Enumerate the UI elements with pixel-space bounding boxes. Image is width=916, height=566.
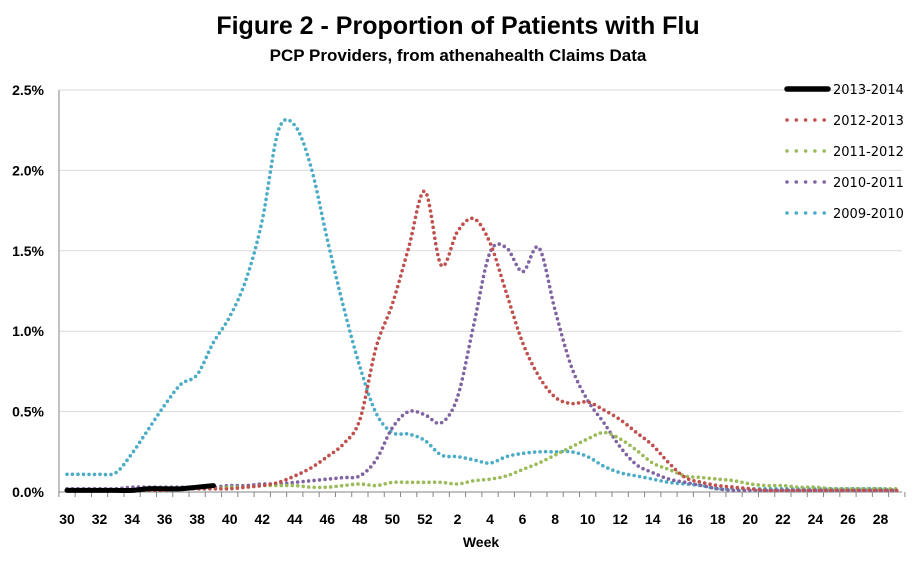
- x-tick-label: 38: [189, 511, 205, 527]
- series-line-2013-2014: [64, 483, 216, 494]
- y-tick-label: 1.0%: [12, 323, 44, 339]
- x-tick-label: 46: [320, 511, 336, 527]
- x-tick-label: 14: [645, 511, 661, 527]
- x-tick-label: 18: [710, 511, 726, 527]
- series-line-2010-2011: [65, 242, 899, 493]
- x-tick-label: 26: [840, 511, 856, 527]
- legend-label: 2011-2012: [833, 145, 904, 160]
- x-tick-label: 50: [385, 511, 401, 527]
- x-tick-label: 16: [677, 511, 693, 527]
- x-tick-label: 32: [92, 511, 108, 527]
- x-tick-label: 30: [59, 511, 75, 527]
- legend-item: 2011-2012: [785, 145, 904, 160]
- series-line-2009-2010: [65, 117, 899, 493]
- y-tick-label: 0.0%: [12, 484, 44, 500]
- legend-label: 2012-2013: [833, 114, 904, 129]
- x-tick-label: 20: [743, 511, 759, 527]
- x-axis-label: Week: [463, 534, 500, 550]
- x-tick-label: 40: [222, 511, 238, 527]
- y-tick-label: 0.5%: [12, 404, 44, 420]
- y-tick-label: 1.5%: [12, 243, 44, 259]
- x-tick-label: 4: [486, 511, 494, 527]
- legend-label: 2009-2010: [833, 207, 904, 222]
- x-tick-label: 6: [519, 511, 527, 527]
- x-tick-label: 48: [352, 511, 368, 527]
- legend-item: 2010-2011: [785, 176, 904, 191]
- legend-item: 2009-2010: [785, 207, 904, 222]
- chart-subtitle: PCP Providers, from athenahealth Claims …: [269, 46, 647, 65]
- x-tick-label: 8: [551, 511, 559, 527]
- x-tick-label: 12: [612, 511, 628, 527]
- legend-label: 2010-2011: [833, 176, 904, 191]
- x-tick-label: 34: [124, 511, 140, 527]
- legend-item: 2013-2014: [784, 83, 904, 98]
- x-tick-label: 36: [157, 511, 173, 527]
- x-tick-label: 24: [808, 511, 824, 527]
- legend-label: 2013-2014: [833, 83, 904, 98]
- chart-title: Figure 2 - Proportion of Patients with F…: [216, 12, 700, 40]
- x-tick-label: 42: [254, 511, 270, 527]
- x-tick-label: 22: [775, 511, 791, 527]
- x-tick-label: 10: [580, 511, 596, 527]
- x-tick-label: 52: [417, 511, 433, 527]
- series-line-2012-2013: [65, 189, 899, 493]
- x-tick-label: 28: [873, 511, 889, 527]
- x-tick-label: 2: [454, 511, 462, 527]
- y-tick-label: 2.0%: [12, 162, 44, 178]
- y-tick-label: 2.5%: [12, 82, 44, 98]
- legend-item: 2012-2013: [785, 114, 904, 129]
- x-tick-label: 44: [287, 511, 303, 527]
